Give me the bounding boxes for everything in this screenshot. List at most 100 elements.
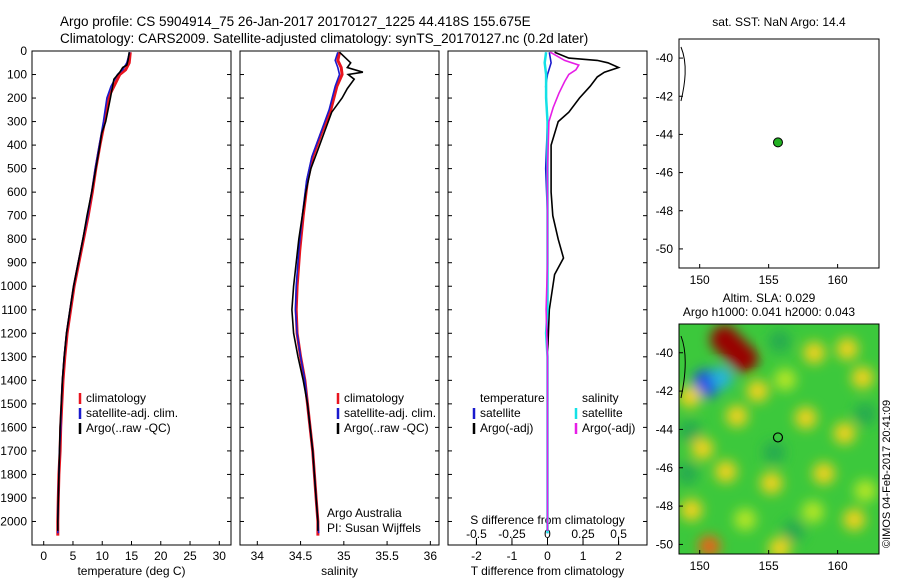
y-tick-label: 800 bbox=[7, 232, 27, 246]
y-tick-label: 100 bbox=[7, 68, 27, 82]
argo-line bbox=[291, 51, 364, 531]
annotation-line: Argo Australia bbox=[327, 506, 402, 520]
sla-blob bbox=[854, 479, 877, 502]
y-tick-label: -40 bbox=[656, 346, 674, 360]
sla-blobs bbox=[679, 325, 877, 554]
sst-map-panel: sat. SST: NaN Argo: 14.4 150 155 160 -40 -42 -… bbox=[656, 15, 880, 287]
x-tick-label: 0 bbox=[544, 549, 551, 563]
x-tick-label: 15 bbox=[125, 549, 139, 563]
y-tick-label: 1800 bbox=[0, 467, 27, 481]
x-tick-label: 30 bbox=[213, 549, 227, 563]
legend-label: satellite-adj. clim. bbox=[344, 406, 436, 420]
plot-frame bbox=[239, 50, 440, 546]
header-line-2: Climatology: CARS2009. Satellite-adjuste… bbox=[60, 31, 588, 46]
y-tick-label: 2000 bbox=[0, 514, 27, 528]
sla-field bbox=[679, 324, 879, 554]
y-tick-label: 1500 bbox=[0, 397, 27, 411]
sla-blob bbox=[710, 325, 739, 354]
y-tick-label: -46 bbox=[656, 461, 674, 475]
y-tick-label: -50 bbox=[656, 537, 674, 551]
sla-blob bbox=[734, 508, 757, 531]
sla-blob bbox=[851, 366, 874, 389]
sla-blob bbox=[679, 462, 699, 485]
y-tick-label: -46 bbox=[656, 166, 674, 180]
x2-tick-label: 0 bbox=[544, 527, 551, 541]
argo-line bbox=[57, 52, 130, 531]
y-tick-label: 1900 bbox=[0, 491, 27, 505]
y-tick-label: 0 bbox=[20, 44, 27, 58]
sla-blob bbox=[746, 380, 769, 403]
plot-frame bbox=[678, 323, 880, 555]
y-tick-label: 900 bbox=[7, 256, 27, 270]
y-tick-label: 1300 bbox=[0, 350, 27, 364]
x2-tick-label: 0.25 bbox=[571, 527, 595, 541]
sla-blob bbox=[782, 520, 805, 542]
sla-blob bbox=[833, 422, 856, 445]
satellite-clim-line bbox=[57, 51, 131, 534]
y-tick-label: 1700 bbox=[0, 444, 27, 458]
sla-blob bbox=[680, 498, 703, 521]
x-tick-label: 0 bbox=[40, 549, 47, 563]
x-tick-label: 1 bbox=[580, 549, 587, 563]
legend-title: temperature bbox=[480, 391, 545, 405]
x-tick-label: 35.5 bbox=[375, 549, 399, 563]
y-tick-label: 1400 bbox=[0, 373, 27, 387]
argo-float-marker bbox=[772, 137, 783, 148]
legend-label: climatology bbox=[344, 391, 404, 405]
sla-blob bbox=[729, 344, 758, 373]
x2-tick-label: 0.5 bbox=[610, 527, 627, 541]
sla-blob bbox=[774, 368, 797, 391]
sla-blob bbox=[812, 462, 835, 485]
y-tick-label: -42 bbox=[656, 384, 674, 398]
temperature-panel: 0 5 10 15 20 25 300100200300400500600700800900… bbox=[0, 44, 232, 578]
s-argo-line bbox=[545, 51, 581, 531]
coastline bbox=[680, 46, 686, 102]
map-title: Altim. SLA: 0.029 bbox=[723, 291, 816, 305]
x-tick-label: 10 bbox=[96, 549, 110, 563]
t-argo-line bbox=[546, 51, 621, 531]
x-tick-label: 160 bbox=[828, 559, 848, 573]
sla-blob bbox=[836, 337, 859, 360]
y-tick-label: 400 bbox=[7, 138, 27, 152]
x-tick-label: 34 bbox=[251, 549, 265, 563]
sla-blob bbox=[714, 460, 737, 483]
climatology-line bbox=[294, 51, 344, 536]
y-tick-label: -48 bbox=[656, 499, 674, 513]
sla-blob bbox=[801, 500, 824, 523]
x-tick-label: 36 bbox=[424, 549, 438, 563]
annotation-line: PI: Susan Wijffels bbox=[327, 521, 421, 535]
sla-blob bbox=[794, 406, 817, 429]
x2-tick-label: -0.5 bbox=[466, 527, 487, 541]
x-tick-label: 25 bbox=[183, 549, 197, 563]
x-tick-label: 155 bbox=[759, 559, 779, 573]
copyright-label: ©IMOS 04-Feb-2017 20:41:09 bbox=[881, 400, 893, 548]
y-tick-label: 300 bbox=[7, 115, 27, 129]
y-tick-label: 700 bbox=[7, 209, 27, 223]
legend-label: Argo(..raw -QC) bbox=[344, 421, 429, 435]
difference-panel: -2 -1 0 1 2-0.5 -0.25 0 0.25 0.5S difference fro… bbox=[447, 50, 648, 578]
legend-label: satellite bbox=[582, 406, 623, 420]
x-tick-label: -1 bbox=[507, 549, 518, 563]
y-tick-label: -42 bbox=[656, 89, 674, 103]
x-tick-label: 150 bbox=[690, 273, 710, 287]
sla-blob bbox=[679, 420, 702, 443]
y-tick-label: -48 bbox=[656, 204, 674, 218]
x-tick-label: 2 bbox=[615, 549, 622, 563]
y-tick-label: 1600 bbox=[0, 420, 27, 434]
x-tick-label: 34.5 bbox=[289, 549, 313, 563]
satellite-clim-line bbox=[294, 51, 341, 534]
x-tick-label: -2 bbox=[471, 549, 482, 563]
x-tick-label: 150 bbox=[690, 559, 710, 573]
x2-tick-label: -0.25 bbox=[498, 527, 526, 541]
x-tick-label: 35 bbox=[337, 549, 351, 563]
sla-blob bbox=[768, 330, 791, 353]
sla-blob bbox=[725, 405, 748, 427]
legend-label: Argo(-adj) bbox=[582, 421, 635, 435]
map-subtitle: Argo h1000: 0.041 h2000: 0.043 bbox=[683, 305, 855, 319]
x-tick-label: 155 bbox=[759, 273, 779, 287]
sla-blob bbox=[691, 437, 714, 460]
header-line-1: Argo profile: CS 5904914_75 26-Jan-2017 … bbox=[60, 14, 531, 29]
x-tick-label: 20 bbox=[154, 549, 168, 563]
x-tick-label: 5 bbox=[70, 549, 77, 563]
